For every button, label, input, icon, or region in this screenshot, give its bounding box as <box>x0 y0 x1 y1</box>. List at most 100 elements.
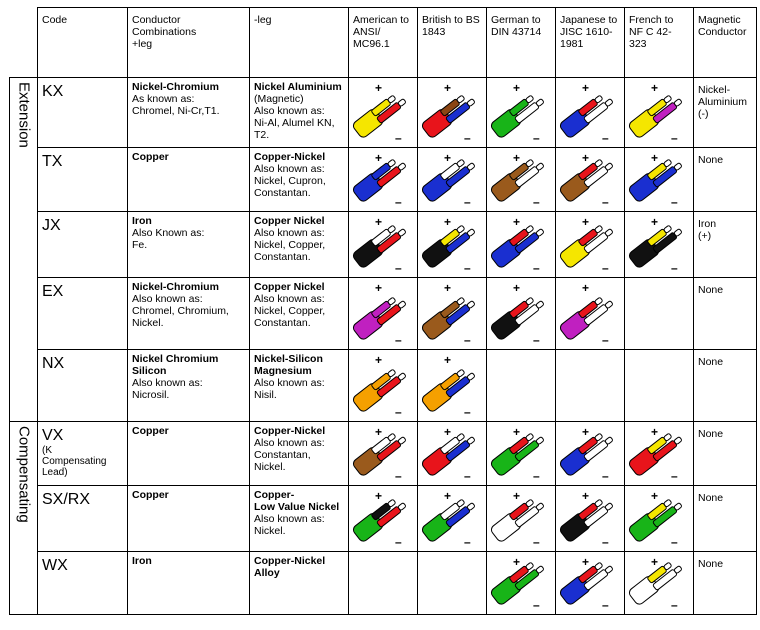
sheath <box>490 173 522 202</box>
magnetic-cell: None <box>693 551 757 615</box>
minus-sign: – <box>602 469 609 483</box>
cable-icon: +– <box>421 425 475 483</box>
leg-note: Also known as: Constantan, Nickel. <box>254 437 325 473</box>
plus-sign: + <box>375 81 382 95</box>
header-cell: German to DIN 43714 <box>486 7 556 78</box>
minus-tip <box>604 565 613 574</box>
cable <box>559 499 613 542</box>
magnetic-cell: None <box>693 421 757 486</box>
cable-cell <box>555 349 625 422</box>
minus-tip <box>604 98 613 107</box>
cable <box>559 159 613 202</box>
cable <box>352 499 406 542</box>
cable-icon: +– <box>490 425 544 483</box>
sheath <box>559 109 591 138</box>
cable-cell: + – <box>486 277 556 350</box>
minus-sign: – <box>464 405 471 419</box>
plus-sign: + <box>582 281 589 295</box>
cable <box>421 95 475 138</box>
leg-name: Copper Nickel <box>254 215 325 227</box>
cable-cell: + – <box>624 77 694 148</box>
code: EX <box>42 283 64 300</box>
sheath <box>628 513 660 542</box>
cable-icon: +– <box>352 489 406 549</box>
leg-name: Iron <box>132 215 152 227</box>
plus-sign: + <box>582 81 589 95</box>
cable-icon: +– <box>421 151 475 209</box>
header-cell: Magnetic Conductor <box>693 7 757 78</box>
minus-tip <box>466 228 475 237</box>
cable-icon: +– <box>628 81 682 145</box>
plus-sign: + <box>582 489 589 503</box>
plus-tip <box>525 225 534 234</box>
cable <box>352 95 406 138</box>
plus-tip <box>456 433 465 442</box>
cable-cell: + – <box>348 211 418 278</box>
minus-sign: – <box>464 535 471 549</box>
plus-tip <box>525 95 534 104</box>
minus-leg-cell: Copper Nickel Also known as: Nickel, Copp… <box>249 211 349 278</box>
minus-tip <box>466 162 475 171</box>
cable-icon: +– <box>559 215 613 275</box>
leg-name: Nickel Aluminium <box>254 81 342 93</box>
sheath <box>352 383 384 412</box>
sheath <box>421 311 453 340</box>
leg-note: (Magnetic) Also known as: Ni-Al, Alumel … <box>254 93 335 141</box>
sheath <box>352 447 384 476</box>
cable-cell: + – <box>555 147 625 212</box>
code: KX <box>42 83 64 100</box>
cable-cell: + – <box>348 147 418 212</box>
minus-tip <box>466 502 475 511</box>
leg-name: Nickel-Silicon Magnesium <box>254 353 323 377</box>
plus-tip <box>387 499 396 508</box>
cable <box>352 369 406 412</box>
leg-note: Also known as: Nickel, Copper, Constanta… <box>254 293 326 329</box>
leg-note: Also known as: Nickel, Copper, Constanta… <box>254 227 326 263</box>
cable <box>490 499 544 542</box>
minus-tip <box>466 372 475 381</box>
cable-cell: + – <box>555 551 625 615</box>
cable-icon: +– <box>421 215 475 275</box>
minus-leg-cell: Copper-Nickel Also known as: Constantan, … <box>249 421 349 486</box>
cable-icon: +– <box>421 281 475 347</box>
leg-name: Nickel-Chromium <box>132 81 219 93</box>
minus-tip <box>535 162 544 171</box>
cable-cell: + – <box>417 485 487 552</box>
cable-cell: + – <box>348 77 418 148</box>
plus-sign: + <box>513 555 520 569</box>
row: Compensating VX (K Compensating Lead) Coppe… <box>9 421 757 615</box>
minus-sign: – <box>533 131 540 145</box>
minus-sign: – <box>395 405 402 419</box>
cable <box>559 297 613 340</box>
cable-cell: + – <box>348 349 418 422</box>
minus-sign: – <box>602 261 609 275</box>
cable-icon: +– <box>628 555 682 612</box>
cable <box>559 562 613 605</box>
code: VX <box>42 427 64 444</box>
magnetic-cell: None <box>693 147 757 212</box>
cable-cell: + – <box>417 421 487 486</box>
minus-tip <box>673 565 682 574</box>
minus-sign: – <box>464 261 471 275</box>
minus-tip <box>466 300 475 309</box>
cable <box>490 562 544 605</box>
leg-note: Also Known as: Fe. <box>132 227 205 251</box>
cable-cell: + – <box>624 421 694 486</box>
sheath <box>559 311 591 340</box>
cable <box>421 225 475 268</box>
cable-icon: +– <box>352 215 406 275</box>
cable-cell: + – <box>624 551 694 615</box>
cable-icon: +– <box>490 489 544 549</box>
sheath <box>559 447 591 476</box>
sheath <box>628 239 660 268</box>
minus-leg-cell: Nickel Aluminium (Magnetic) Also known as… <box>249 77 349 148</box>
plus-tip <box>387 95 396 104</box>
cable-icon: +– <box>559 425 613 483</box>
minus-sign: – <box>464 333 471 347</box>
header-cell: Japanese to JISC 1610- 1981 <box>555 7 625 78</box>
leg-name: Copper-Nickel Alloy <box>254 555 326 579</box>
plus-tip <box>456 159 465 168</box>
cable-cell: + – <box>555 485 625 552</box>
cable <box>352 433 406 476</box>
plus-tip <box>594 297 603 306</box>
